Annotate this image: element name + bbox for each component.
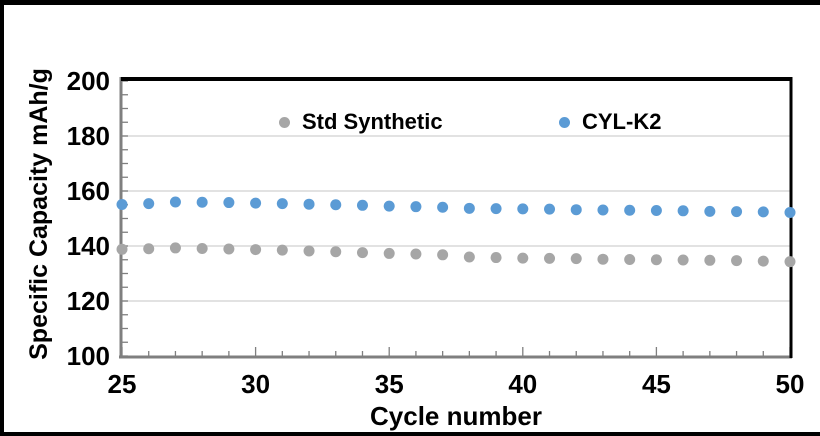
data-point-cyl-k2 [704,205,716,217]
data-point-std-synthetic [383,247,395,259]
picture-border-bottom [0,432,820,436]
data-point-std-synthetic [143,243,155,255]
y-tick-label: 180 [67,121,110,151]
data-point-std-synthetic [356,247,368,259]
data-point-cyl-k2 [250,197,262,209]
x-tick-label: 50 [776,369,805,399]
data-point-std-synthetic [731,255,743,267]
data-point-std-synthetic [704,254,716,266]
data-point-cyl-k2 [597,204,609,216]
data-point-std-synthetic [276,244,288,256]
data-point-cyl-k2 [410,201,422,213]
data-point-std-synthetic [196,242,208,254]
y-tick-label: 140 [67,231,110,261]
data-point-cyl-k2 [757,206,769,218]
data-point-std-synthetic [463,251,475,263]
data-point-cyl-k2 [490,203,502,215]
data-point-cyl-k2 [169,196,181,208]
x-axis-title: Cycle number [370,401,542,431]
data-point-cyl-k2 [570,204,582,216]
data-point-cyl-k2 [544,203,556,215]
x-tick-label: 45 [642,369,671,399]
data-point-cyl-k2 [383,200,395,212]
data-point-std-synthetic [303,245,315,257]
data-point-std-synthetic [490,252,502,264]
x-tick-label: 40 [508,369,537,399]
data-point-cyl-k2 [463,202,475,214]
data-point-cyl-k2 [437,201,449,213]
data-point-cyl-k2 [731,206,743,218]
data-point-cyl-k2 [303,198,315,210]
data-point-cyl-k2 [677,205,689,217]
data-point-std-synthetic [784,256,796,268]
y-tick-label: 160 [67,176,110,206]
data-point-std-synthetic [570,253,582,265]
data-point-cyl-k2 [784,206,796,218]
data-point-std-synthetic [597,253,609,265]
data-point-std-synthetic [544,252,556,264]
data-point-std-synthetic [757,255,769,267]
x-tick-label: 30 [241,369,270,399]
data-point-std-synthetic [650,254,662,266]
data-point-std-synthetic [437,249,449,261]
data-point-cyl-k2 [223,197,235,209]
picture-border-top [0,0,820,5]
y-tick-label: 200 [67,66,110,96]
data-point-cyl-k2 [517,203,529,215]
data-point-cyl-k2 [143,198,155,210]
data-point-std-synthetic [330,246,342,258]
y-tick-label: 120 [67,286,110,316]
data-point-std-synthetic [250,244,262,256]
data-point-cyl-k2 [330,199,342,211]
y-axis-title: Specific Capacity mAh/g [25,68,53,360]
data-point-std-synthetic [116,243,128,255]
data-point-cyl-k2 [196,196,208,208]
data-point-std-synthetic [223,243,235,255]
data-point-std-synthetic [169,242,181,254]
data-point-std-synthetic [517,252,529,264]
data-point-std-synthetic [410,248,422,260]
data-point-cyl-k2 [116,198,128,210]
data-point-cyl-k2 [624,204,636,216]
data-point-std-synthetic [624,253,636,265]
y-tick-label: 100 [67,341,110,371]
picture-border-left [0,0,4,436]
x-tick-label: 35 [375,369,404,399]
x-tick-label: 25 [108,369,137,399]
data-point-cyl-k2 [276,198,288,210]
data-point-cyl-k2 [356,199,368,211]
data-point-std-synthetic [677,254,689,266]
data-point-cyl-k2 [650,205,662,217]
